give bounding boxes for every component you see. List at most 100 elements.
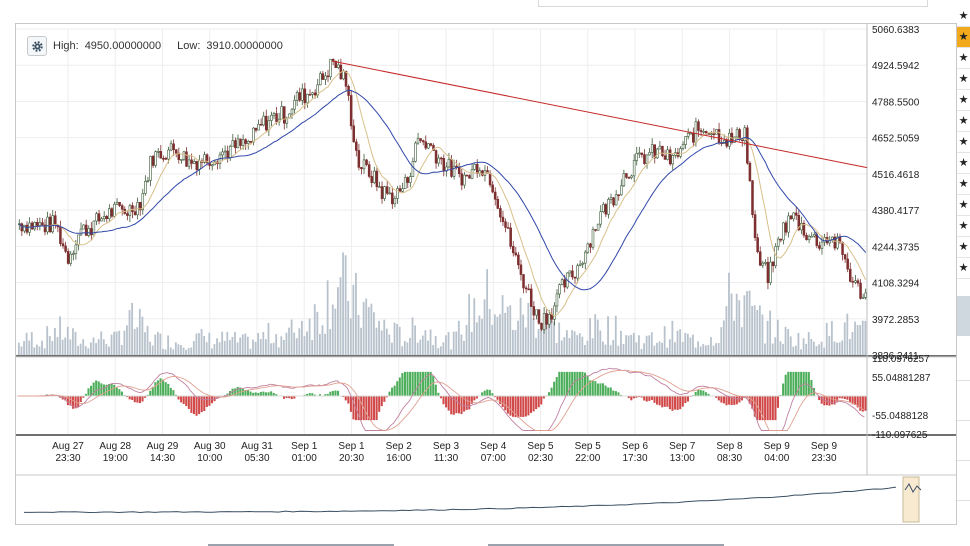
histogram-bar xyxy=(717,396,720,401)
volume-bar xyxy=(33,347,36,355)
candle-body xyxy=(221,151,224,156)
histogram-bar xyxy=(699,390,702,396)
price-chart[interactable]: 5060.6383 4924.5942 4788.5500 4652.5059 4516… xyxy=(16,24,956,524)
candle-body xyxy=(511,246,515,254)
watchlist-star-icon[interactable]: ★ xyxy=(957,258,970,279)
candle xyxy=(141,188,145,215)
candle-body xyxy=(663,155,667,160)
watchlist-star-icon[interactable]: ★ xyxy=(957,195,970,216)
candle-body xyxy=(679,148,682,157)
candle xyxy=(339,58,343,80)
histogram-bar xyxy=(259,391,262,396)
watchlist-star-icon[interactable]: ★ xyxy=(957,174,970,195)
candle xyxy=(378,181,381,188)
histogram-bar xyxy=(313,394,316,396)
histogram-bar xyxy=(406,371,409,396)
candle-body xyxy=(602,204,605,212)
volume-bar xyxy=(391,342,393,355)
histogram-bar xyxy=(596,383,599,396)
volume-bar xyxy=(319,333,321,355)
candle-body xyxy=(509,227,512,247)
volume-bar xyxy=(342,252,344,355)
watchlist-star-icon[interactable]: ★ xyxy=(957,6,970,27)
oscillator-line xyxy=(18,367,865,431)
x-tick-date: Aug 27 xyxy=(52,441,84,452)
volume-bar xyxy=(282,339,285,355)
candle-body xyxy=(656,148,659,159)
candle xyxy=(414,141,417,163)
candle-body xyxy=(648,152,651,156)
candle-body xyxy=(465,174,469,177)
volume-bar xyxy=(275,334,278,355)
volume-bar xyxy=(457,320,460,355)
candle xyxy=(841,241,844,261)
candle xyxy=(329,58,332,80)
candle xyxy=(812,232,816,238)
volume-bar xyxy=(218,342,221,355)
candle-body xyxy=(308,93,312,96)
candle xyxy=(473,163,476,171)
volume-bar xyxy=(725,306,728,355)
candle-body xyxy=(375,170,379,188)
histogram-bar xyxy=(535,396,538,410)
candle xyxy=(547,309,551,329)
histogram-bar xyxy=(715,396,718,398)
volume-bar xyxy=(84,346,87,355)
candle-body xyxy=(306,93,309,104)
volume-bar xyxy=(699,346,702,355)
volume-bar xyxy=(679,329,681,355)
watchlist-star-icon[interactable]: ★ xyxy=(957,132,970,153)
volume-bar xyxy=(787,329,790,355)
candle-body xyxy=(100,218,103,222)
histogram-bar xyxy=(604,385,607,396)
chart-settings-button[interactable] xyxy=(27,36,47,56)
histogram-bar xyxy=(833,396,836,405)
histogram-bar xyxy=(794,371,798,396)
candle-body xyxy=(424,141,428,149)
candle xyxy=(612,196,615,208)
volume-bar xyxy=(740,327,743,355)
candle-body xyxy=(380,186,384,199)
histogram-bar xyxy=(419,371,422,396)
candle-body xyxy=(223,150,227,153)
volume-bar xyxy=(589,318,591,355)
watchlist-star-icon[interactable]: ★ xyxy=(957,69,970,90)
watchlist-star-icon[interactable]: ★ xyxy=(957,48,970,69)
candle xyxy=(306,93,309,108)
watchlist-star-icon[interactable]: ★ xyxy=(957,90,970,111)
volume-bar xyxy=(676,330,679,355)
candle xyxy=(661,145,664,158)
histogram-bar xyxy=(463,396,466,412)
bottom-scrollbar-left[interactable] xyxy=(208,544,394,546)
volume-bar xyxy=(856,325,859,355)
volume-bar xyxy=(499,314,501,355)
candle-body xyxy=(434,150,438,164)
candle xyxy=(151,154,155,168)
volume-bar xyxy=(149,341,152,355)
volume-bar xyxy=(437,348,440,355)
volume-bar xyxy=(138,308,141,355)
watchlist-star-icon[interactable]: ★ xyxy=(957,111,970,132)
candle-body xyxy=(113,203,116,217)
watchlist-star-icon[interactable]: ★ xyxy=(957,216,970,237)
candle xyxy=(257,119,260,131)
candle-body xyxy=(833,236,837,249)
candle xyxy=(303,82,307,110)
volume-bar xyxy=(403,340,406,355)
watchlist-star-icon[interactable]: ★ xyxy=(957,153,970,174)
candle xyxy=(360,167,363,175)
candle-body xyxy=(295,92,299,101)
candle xyxy=(298,87,301,103)
candle-body xyxy=(782,222,785,241)
bottom-scrollbar-right[interactable] xyxy=(488,544,724,546)
candle xyxy=(385,181,389,196)
volume-bar xyxy=(108,346,110,355)
histogram-bar xyxy=(77,396,80,407)
candle-body xyxy=(378,186,381,188)
candle-body xyxy=(558,284,561,295)
histogram-bar xyxy=(841,396,844,399)
histogram-bar xyxy=(792,371,795,396)
watchlist-star-icon[interactable]: ★ xyxy=(957,27,970,48)
candle-body xyxy=(632,160,636,177)
watchlist-star-icon[interactable]: ★ xyxy=(957,237,970,258)
